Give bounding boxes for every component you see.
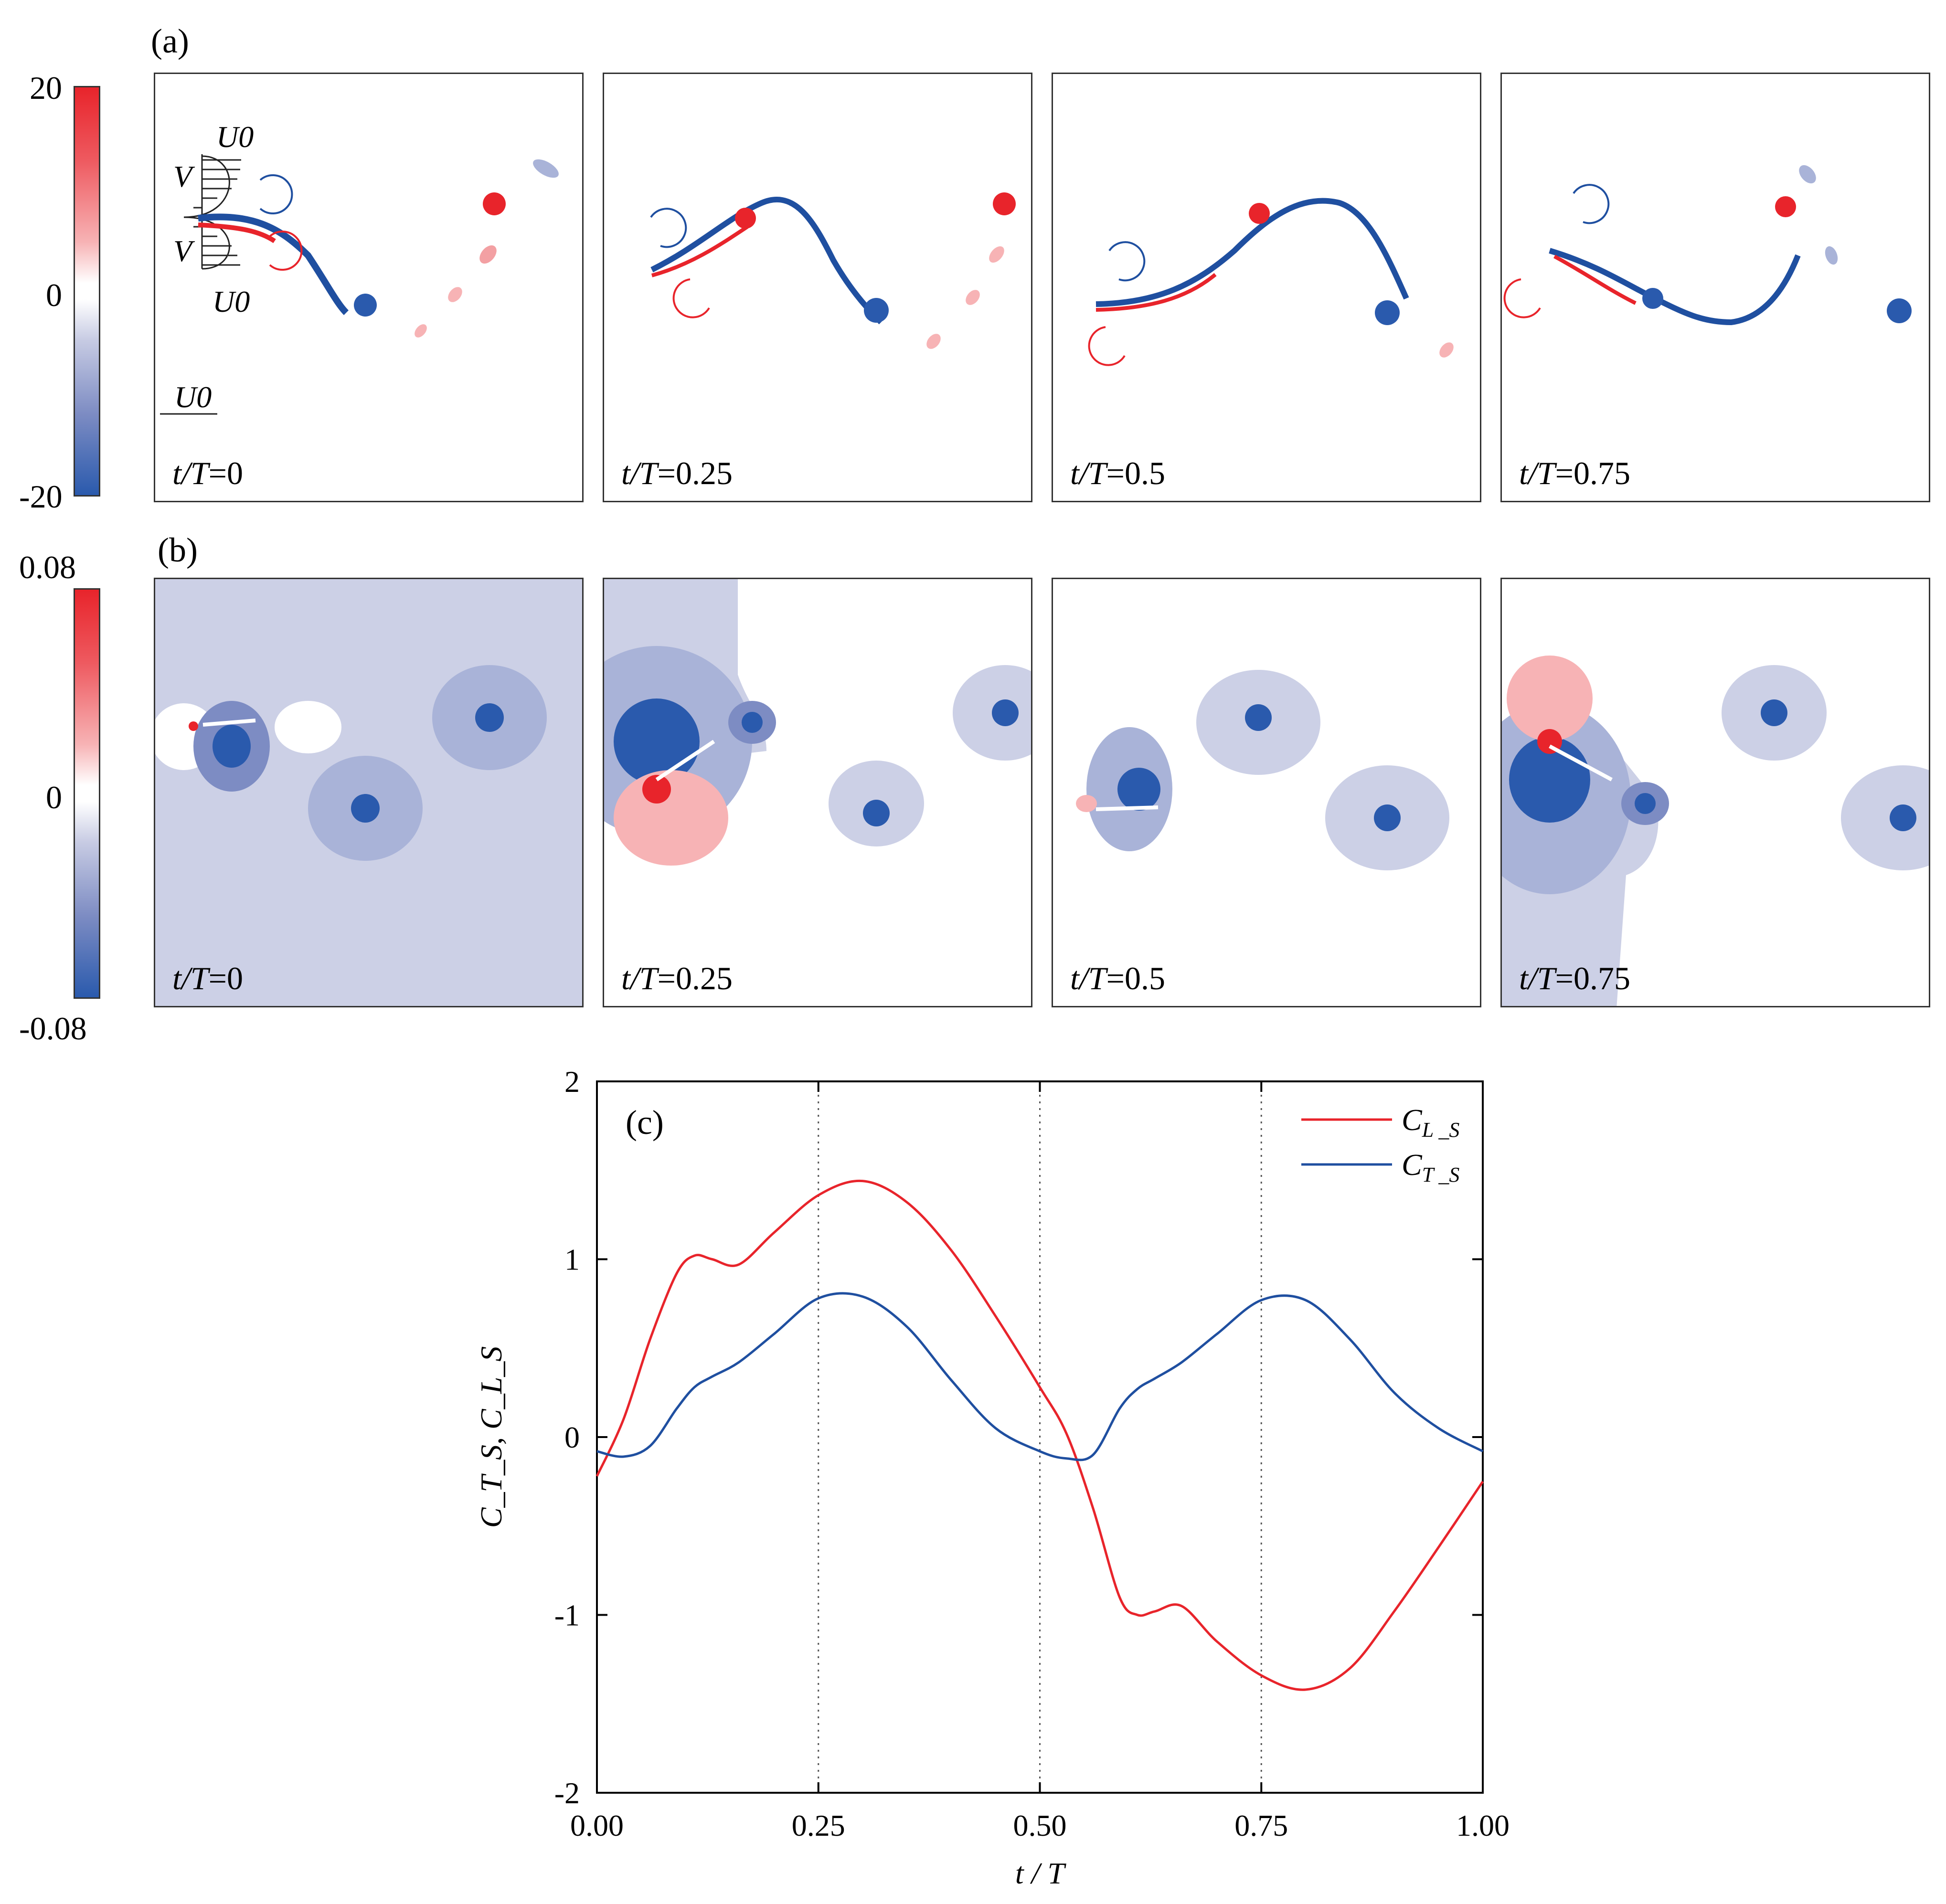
vorticity-frame-t075: t/T=0.75 [1500, 73, 1930, 502]
time-label-b-025: t/T=0.25 [621, 960, 733, 996]
y-axis-label: C_T_S, C_L_S [474, 1346, 508, 1528]
vorticity-frame-t05: t/T=0.5 [1052, 73, 1481, 502]
x-tick-label-2: 0.50 [1013, 1809, 1067, 1842]
y-tick-label-1: -1 [554, 1598, 580, 1632]
pressure-frame-t025: t/T=0.25 [603, 578, 1032, 1007]
colorbar-a-min: -20 [19, 478, 63, 515]
panel-b-letter: (b) [158, 531, 198, 569]
y-tick-label-0: -2 [554, 1776, 580, 1810]
colorbar-b-min: -0.08 [19, 1010, 87, 1047]
vorticity-field-t075 [1503, 165, 1912, 326]
vorticity-frame-t0: U0 V V U0 U0 t/T=0 [154, 73, 584, 502]
colorbar-a-zero: 0 [46, 277, 62, 313]
series-line-1 [596, 1292, 1484, 1461]
time-label-b-075: t/T=0.75 [1519, 960, 1630, 996]
time-label-b-0: t/T=0 [172, 960, 243, 996]
colorbar-a-max: 20 [30, 70, 62, 106]
pressure-field-t05 [1076, 670, 1449, 870]
colorbar-b-zero: 0 [46, 779, 62, 815]
inset-v-bottom: V [173, 234, 192, 268]
inset-u0-top: U0 [216, 120, 254, 154]
panel-a-letter: (a) [151, 22, 189, 60]
pressure-field-t075 [1502, 656, 1929, 1006]
y-tick-label-3: 1 [564, 1243, 580, 1277]
legend-label-1: CT _S [1402, 1148, 1459, 1186]
colorbar-b-max: 0.08 [19, 549, 76, 585]
time-label-b-05: t/T=0.5 [1070, 960, 1165, 996]
series-line-0 [595, 1179, 1484, 1691]
vorticity-field-t05 [1088, 198, 1454, 366]
pressure-frame-t05: t/T=0.5 [1052, 578, 1481, 1007]
inset-u0-scale: U0 [174, 380, 212, 414]
time-label-a-05: t/T=0.5 [1070, 455, 1165, 491]
y-tick-label-2: 0 [564, 1420, 580, 1454]
vorticity-frame-t025: t/T=0.25 [603, 73, 1032, 502]
time-label-a-025: t/T=0.25 [621, 455, 733, 491]
panel-c-letter: (c) [626, 1103, 664, 1142]
x-axis-label: t / T [1015, 1856, 1067, 1890]
time-label-a-075: t/T=0.75 [1519, 455, 1630, 491]
pressure-field-t025 [604, 579, 1031, 866]
pressure-field-t0 [155, 665, 547, 861]
x-tick-label-0: 0.00 [570, 1809, 624, 1842]
inset-u0-bottom: U0 [213, 285, 250, 318]
x-tick-label-3: 0.75 [1234, 1809, 1288, 1842]
x-tick-label-4: 1.00 [1456, 1809, 1510, 1842]
inset-v-top: V [173, 159, 192, 193]
colorbar-pressure [74, 588, 100, 999]
time-label-a-0: t/T=0 [172, 455, 243, 491]
y-tick-label-4: 2 [564, 1065, 580, 1099]
colorbar-vorticity [74, 86, 100, 497]
x-tick-label-1: 0.25 [792, 1809, 845, 1842]
vorticity-field-t025 [650, 192, 1016, 349]
legend-label-0: CL _S [1402, 1103, 1459, 1142]
pressure-frame-t075: t/T=0.75 [1500, 578, 1930, 1007]
vorticity-field-t0 [160, 154, 559, 415]
pressure-frame-t0: t/T=0 [154, 578, 584, 1007]
